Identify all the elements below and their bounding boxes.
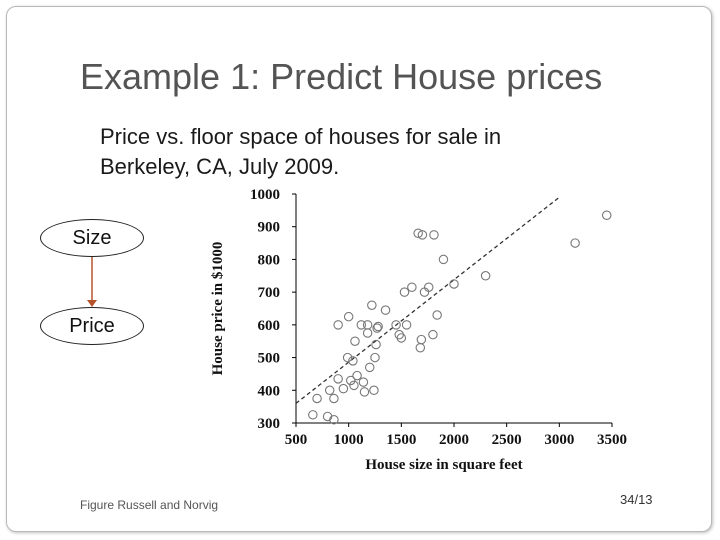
- x-tick-label: 2000: [439, 432, 469, 448]
- x-tick-label: 3000: [544, 432, 574, 448]
- x-tick-label: 500: [285, 432, 308, 448]
- figure-credit: Figure Russell and Norvig: [80, 498, 219, 512]
- y-tick-label: 700: [258, 285, 281, 301]
- scatter-chart: 500 1000 1500 2000 2500 3000 3500 300 400 500 600 7…: [210, 187, 627, 473]
- data-point: [312, 393, 322, 404]
- data-point: [415, 343, 426, 353]
- data-point: [359, 387, 370, 397]
- x-tick-label: 1500: [386, 432, 416, 448]
- edge-arrowhead: [87, 300, 97, 307]
- data-point: [371, 339, 381, 350]
- data-point: [333, 320, 343, 330]
- diagram-edge: [87, 257, 97, 307]
- data-point: [380, 305, 391, 315]
- data-point: [401, 320, 412, 330]
- data-point: [346, 375, 356, 386]
- data-point: [480, 271, 491, 281]
- y-tick-label: 900: [258, 220, 281, 236]
- data-point: [449, 279, 459, 289]
- data-point: [416, 334, 427, 345]
- data-point: [333, 374, 343, 384]
- slide-title: Example 1: Predict House prices: [80, 56, 603, 97]
- bullet-point: Price vs. floor space of houses for sale…: [80, 122, 640, 182]
- data-point: [413, 228, 423, 239]
- y-axis-label: House price in $1000: [210, 242, 226, 376]
- data-point: [601, 210, 612, 221]
- data-point: [438, 254, 449, 265]
- data-point: [429, 230, 439, 240]
- y-tick-label: 300: [258, 416, 281, 432]
- y-tick-label: 600: [258, 318, 281, 334]
- data-point: [350, 336, 360, 346]
- data-point: [417, 230, 428, 240]
- x-tick-label: 2500: [492, 432, 522, 448]
- data-point: [391, 320, 401, 330]
- node-size: Size: [40, 219, 144, 257]
- data-point: [399, 287, 410, 297]
- x-axis-label: House size in square feet: [365, 457, 522, 473]
- node-size-label: Size: [72, 226, 112, 249]
- data-point: [358, 377, 369, 387]
- data-point: [348, 356, 358, 366]
- data-point: [342, 352, 353, 363]
- y-tick-label: 500: [258, 351, 281, 367]
- data-point: [349, 380, 359, 391]
- data-point: [329, 414, 339, 425]
- node-price-label: Price: [69, 314, 115, 337]
- data-point: [338, 383, 349, 394]
- data-point: [362, 328, 373, 338]
- x-tick-label: 1000: [334, 432, 364, 448]
- slide-frame: [6, 6, 712, 532]
- data-point: [370, 352, 380, 363]
- y-tick-label: 1000: [250, 187, 280, 203]
- page-number: 34/13: [620, 492, 653, 507]
- data-point: [570, 238, 580, 248]
- data-point: [432, 310, 442, 320]
- data-point: [369, 385, 379, 396]
- y-tick-label: 400: [258, 383, 281, 399]
- x-tick-label: 3500: [597, 432, 627, 448]
- data-point: [324, 385, 335, 396]
- node-price: Price: [40, 307, 144, 345]
- data-point: [362, 320, 373, 330]
- data-point: [329, 393, 339, 404]
- data-point: [343, 311, 354, 322]
- data-point: [428, 329, 438, 340]
- bullet-line-2: Berkeley, CA, July 2009.: [100, 154, 340, 179]
- bullet-line-1: Price vs. floor space of houses for sale…: [100, 124, 502, 149]
- data-point: [373, 321, 383, 332]
- data-point: [372, 323, 382, 333]
- data-point: [308, 410, 318, 420]
- y-tick-label: 800: [258, 252, 281, 268]
- data-point: [364, 362, 375, 373]
- data-point: [407, 282, 417, 292]
- data-point: [352, 370, 362, 381]
- data-point: [367, 300, 377, 310]
- data-point: [396, 333, 407, 343]
- data-point: [423, 282, 434, 292]
- regression-line: [295, 196, 560, 404]
- data-point: [356, 320, 367, 330]
